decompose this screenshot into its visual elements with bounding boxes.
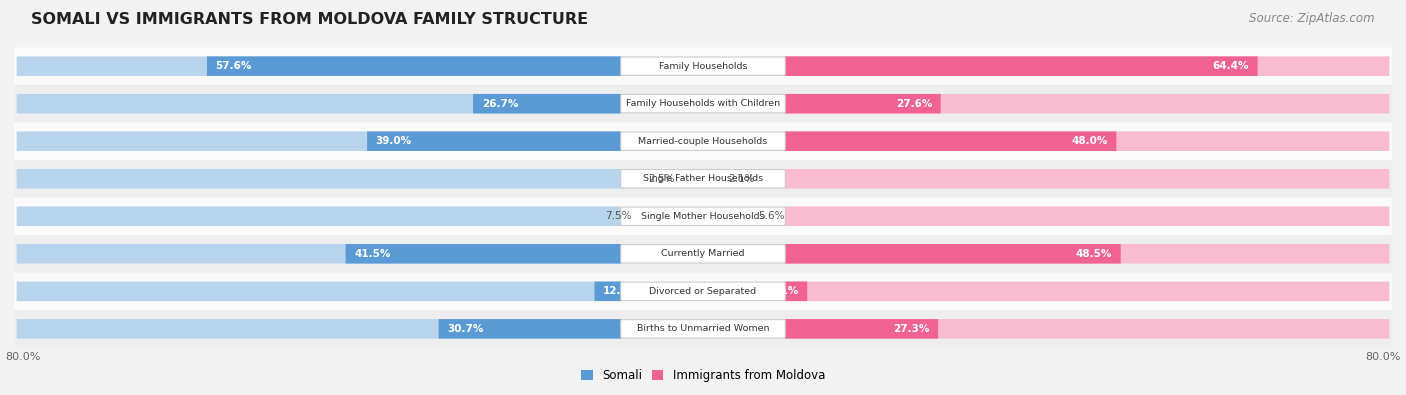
Text: 80.0%: 80.0% [1365, 352, 1400, 362]
FancyBboxPatch shape [14, 122, 1392, 160]
Text: Currently Married: Currently Married [661, 249, 745, 258]
FancyBboxPatch shape [621, 282, 785, 301]
FancyBboxPatch shape [785, 94, 1389, 113]
Text: Divorced or Separated: Divorced or Separated [650, 287, 756, 296]
FancyBboxPatch shape [785, 282, 1389, 301]
FancyBboxPatch shape [785, 282, 807, 301]
FancyBboxPatch shape [17, 56, 621, 76]
FancyBboxPatch shape [14, 273, 1392, 310]
FancyBboxPatch shape [621, 320, 785, 338]
FancyBboxPatch shape [17, 169, 621, 188]
FancyBboxPatch shape [621, 132, 785, 150]
FancyBboxPatch shape [14, 235, 1392, 273]
FancyBboxPatch shape [621, 169, 785, 188]
FancyBboxPatch shape [17, 94, 621, 113]
FancyBboxPatch shape [14, 47, 1392, 85]
Text: Married-couple Households: Married-couple Households [638, 137, 768, 146]
Text: 48.0%: 48.0% [1071, 136, 1108, 146]
Text: Family Households with Children: Family Households with Children [626, 99, 780, 108]
Text: 48.5%: 48.5% [1076, 249, 1112, 259]
FancyBboxPatch shape [785, 244, 1389, 263]
FancyBboxPatch shape [785, 94, 941, 113]
Text: Single Father Households: Single Father Households [643, 174, 763, 183]
Text: 2.1%: 2.1% [728, 174, 755, 184]
Text: 2.5%: 2.5% [648, 174, 675, 184]
Text: 12.1%: 12.1% [762, 286, 799, 296]
Text: SOMALI VS IMMIGRANTS FROM MOLDOVA FAMILY STRUCTURE: SOMALI VS IMMIGRANTS FROM MOLDOVA FAMILY… [31, 12, 588, 27]
FancyBboxPatch shape [17, 244, 621, 263]
Text: 26.7%: 26.7% [482, 99, 517, 109]
Text: Source: ZipAtlas.com: Source: ZipAtlas.com [1250, 12, 1375, 25]
FancyBboxPatch shape [17, 282, 621, 301]
FancyBboxPatch shape [17, 132, 621, 151]
FancyBboxPatch shape [785, 132, 1389, 151]
FancyBboxPatch shape [785, 132, 1116, 151]
Text: 5.6%: 5.6% [758, 211, 785, 221]
Text: 80.0%: 80.0% [6, 352, 41, 362]
FancyBboxPatch shape [595, 282, 621, 301]
FancyBboxPatch shape [17, 319, 621, 339]
FancyBboxPatch shape [207, 56, 621, 76]
FancyBboxPatch shape [785, 319, 938, 339]
FancyBboxPatch shape [17, 207, 621, 226]
FancyBboxPatch shape [14, 198, 1392, 235]
Text: 41.5%: 41.5% [354, 249, 391, 259]
FancyBboxPatch shape [785, 319, 1389, 339]
FancyBboxPatch shape [621, 94, 785, 113]
FancyBboxPatch shape [621, 245, 785, 263]
Legend: Somali, Immigrants from Moldova: Somali, Immigrants from Moldova [576, 364, 830, 387]
FancyBboxPatch shape [472, 94, 621, 113]
FancyBboxPatch shape [14, 160, 1392, 198]
Text: 27.3%: 27.3% [893, 324, 929, 334]
FancyBboxPatch shape [621, 207, 785, 226]
FancyBboxPatch shape [621, 57, 785, 75]
Text: 64.4%: 64.4% [1212, 61, 1249, 71]
FancyBboxPatch shape [785, 244, 1121, 263]
Text: Family Households: Family Households [659, 62, 747, 71]
Text: Single Mother Households: Single Mother Households [641, 212, 765, 221]
FancyBboxPatch shape [785, 56, 1257, 76]
FancyBboxPatch shape [439, 319, 621, 339]
FancyBboxPatch shape [785, 207, 1389, 226]
FancyBboxPatch shape [785, 56, 1389, 76]
Text: 12.6%: 12.6% [603, 286, 640, 296]
Text: 27.6%: 27.6% [896, 99, 932, 109]
Text: 57.6%: 57.6% [215, 61, 252, 71]
FancyBboxPatch shape [14, 310, 1392, 348]
FancyBboxPatch shape [367, 132, 621, 151]
FancyBboxPatch shape [346, 244, 621, 263]
Text: 7.5%: 7.5% [605, 211, 631, 221]
Text: 30.7%: 30.7% [447, 324, 484, 334]
Text: 39.0%: 39.0% [375, 136, 412, 146]
Text: Births to Unmarried Women: Births to Unmarried Women [637, 324, 769, 333]
FancyBboxPatch shape [785, 169, 1389, 188]
FancyBboxPatch shape [14, 85, 1392, 122]
